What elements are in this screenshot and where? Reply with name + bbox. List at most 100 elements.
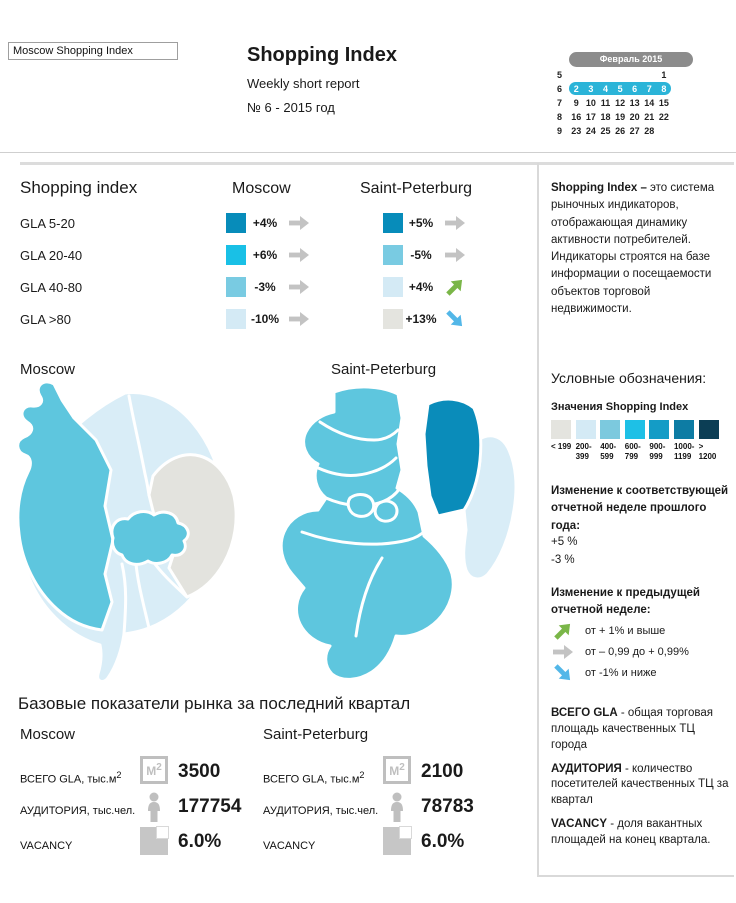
index-change-value: -10% [250, 312, 279, 326]
wow-legend-item: от – 0,99 до + 0,99% [551, 641, 689, 662]
spb-island-district [346, 493, 376, 518]
week-days: 1 [569, 68, 671, 81]
scale-item: 900-999 [649, 420, 673, 462]
gla-range-label: GLA 5-20 [20, 216, 75, 231]
scale-range-label: 1000-1199 [673, 442, 695, 461]
calendar-day[interactable]: 7 [646, 83, 652, 94]
trend-up-arrow-glyph [554, 623, 571, 640]
spb-main-districts [279, 385, 455, 681]
moscow-district-map [16, 380, 238, 683]
calendar-day[interactable]: 27 [629, 125, 640, 136]
calendar-day[interactable]: 18 [600, 111, 611, 122]
calendar-day[interactable]: 5 [617, 83, 623, 94]
spb-island-district [373, 499, 399, 523]
calendar-day[interactable]: 24 [585, 125, 596, 136]
gla-range-label: GLA >80 [20, 312, 71, 327]
trend-flat-arrow [551, 642, 575, 662]
index-color-swatch [383, 309, 403, 329]
index-change-value: +4% [408, 280, 434, 294]
calendar-day[interactable]: 25 [600, 125, 611, 136]
vacancy-value: 6.0% [421, 831, 465, 852]
index-change-value: +5% [408, 216, 434, 230]
calendar-day[interactable]: 1 [661, 69, 667, 80]
trend-arrow [287, 277, 311, 297]
wow-legend-label: от -1% и ниже [585, 666, 657, 679]
spb-dark-district [422, 397, 483, 518]
calendar-day[interactable]: 16 [571, 111, 582, 122]
trend-flat-arrow-glyph [553, 644, 573, 659]
report-selector-input[interactable] [8, 42, 178, 60]
definition-term: АУДИТОРИЯ [551, 762, 622, 775]
index-color-swatch [383, 245, 403, 265]
about-text: Shopping Index – это система рыночных ин… [551, 180, 731, 318]
audience-value: 177754 [178, 796, 242, 817]
trend-arrow [443, 277, 467, 297]
header-divider-thick [20, 162, 734, 165]
moscow-map-title: Moscow [20, 361, 76, 378]
spb-map-title: Saint-Peterburg [331, 361, 437, 378]
wow-section-title: Изменение к предыдущей отчетной неделе: [551, 587, 700, 617]
calendar-day[interactable]: 11 [600, 97, 611, 108]
trend-arrow [287, 245, 311, 265]
calendar-day[interactable]: 12 [615, 97, 626, 108]
trend-arrow [287, 309, 311, 329]
calendar-day[interactable]: 8 [661, 83, 667, 94]
definition-item: АУДИТОРИЯ - количество посетителей качес… [551, 762, 731, 810]
scale-item: 600-799 [624, 420, 649, 462]
column-header-moscow: Moscow [232, 180, 291, 197]
index-change-value: -5% [410, 248, 432, 262]
scale-color-swatch [600, 420, 621, 439]
calendar-day[interactable]: 15 [658, 97, 669, 108]
calendar-day[interactable]: 2 [573, 83, 579, 94]
yoy-section-title: Изменение к соответствующей отчетной нед… [551, 485, 729, 532]
sidebar-bottom-divider [537, 875, 734, 877]
index-change-value: +6% [252, 248, 278, 262]
calendar-day[interactable]: 9 [573, 97, 579, 108]
calendar-day[interactable]: 17 [585, 111, 596, 122]
scale-color-swatch [551, 420, 571, 439]
trend-down-arrow-glyph [554, 663, 571, 680]
trend-down-arrow-glyph [446, 310, 463, 327]
scale-range-label: > 1200 [698, 442, 717, 461]
scale-range-label: 600-799 [624, 442, 641, 461]
calendar-day[interactable]: 14 [644, 97, 655, 108]
trend-arrow [443, 213, 467, 233]
scale-item: 400-599 [600, 420, 624, 462]
week-number: 8 [556, 111, 562, 122]
calendar-day[interactable]: 21 [644, 111, 655, 122]
city-metrics-spb: Saint-Peterburg ВСЕГО GLA, тыс.м2 М2 210… [263, 726, 508, 871]
wow-legend-item: от + 1% и выше [551, 620, 689, 641]
vacancy-icon [383, 826, 412, 855]
calendar-day[interactable]: 13 [629, 97, 640, 108]
gla-label: ВСЕГО GLA, тыс.м2 [263, 770, 365, 786]
calendar-day[interactable]: 10 [585, 97, 596, 108]
vacancy-value: 6.0% [178, 831, 222, 852]
scale-range-label: < 199 [551, 442, 572, 451]
moscow-center-district [110, 510, 190, 566]
calendar-day[interactable]: 6 [632, 83, 638, 94]
index-color-scale: < 199 200-399 400-599 600-799 900-999 1000-11… [551, 420, 723, 462]
vacancy-label: VACANCY [263, 840, 316, 852]
calendar-day[interactable]: 28 [644, 125, 655, 136]
moscow-west-districts [16, 380, 115, 632]
calendar-day[interactable]: 19 [615, 111, 626, 122]
week-number: 7 [556, 97, 562, 108]
calendar-day[interactable]: 4 [602, 83, 608, 94]
spb-district-map [279, 385, 518, 681]
trend-up-arrow [551, 621, 575, 641]
gla-range-label: GLA 40-80 [20, 280, 83, 295]
issue-number: № 6 - 2015 год [247, 100, 335, 115]
sidebar-divider [537, 163, 539, 875]
calendar-day[interactable]: 26 [615, 125, 626, 136]
scale-color-swatch [649, 420, 670, 439]
index-color-swatch [226, 309, 246, 329]
calendar-day[interactable]: 23 [571, 125, 582, 136]
calendar-day[interactable]: 3 [588, 83, 594, 94]
city-name: Saint-Peterburg [263, 726, 369, 743]
calendar-day[interactable]: 20 [629, 111, 640, 122]
legend-title: Условные обозначения: [551, 370, 707, 386]
index-row: GLA >80 -10% +13% [0, 309, 537, 329]
calendar-day[interactable]: 22 [658, 111, 669, 122]
